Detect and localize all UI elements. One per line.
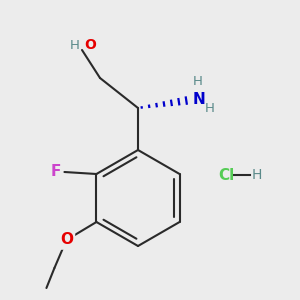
Text: H: H	[193, 75, 203, 88]
Text: O: O	[84, 38, 96, 52]
Text: Cl: Cl	[218, 167, 234, 182]
Text: H: H	[252, 168, 262, 182]
Text: H: H	[205, 101, 215, 115]
Text: O: O	[60, 232, 73, 247]
Text: N: N	[193, 92, 206, 106]
Text: F: F	[51, 164, 62, 179]
Text: H: H	[70, 39, 80, 52]
